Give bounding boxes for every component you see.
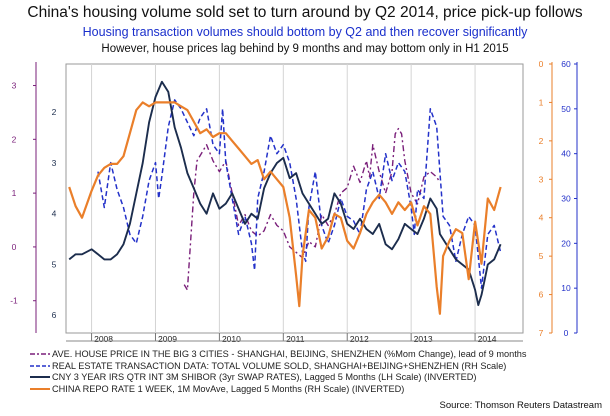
inner-right-tick-label: 1	[539, 97, 544, 107]
chart-subtitle-secondary: However, house prices lag behind by 9 mo…	[101, 43, 509, 55]
plot-frame	[65, 63, 524, 334]
x-tick-label-2011: 2011	[286, 334, 305, 344]
outer-right-tick-label: 10	[561, 283, 571, 293]
outer-left-tick-label: 3	[12, 81, 17, 91]
legend-label-repo-rate: CHINA REPO RATE 1 WEEK, 1M MovAve, Lagge…	[52, 383, 405, 394]
legend-swatch-volume-sold	[30, 364, 50, 367]
inner-right-tick-label: 7	[539, 328, 544, 338]
legend-label-house-price: AVE. HOUSE PRICE IN THE BIG 3 CITIES - S…	[52, 349, 527, 359]
series-lines	[68, 80, 502, 315]
outer-left-tick-label: 1	[12, 188, 17, 198]
x-tick-label-2009: 2009	[158, 334, 177, 344]
x-tick-label-2012: 2012	[350, 334, 369, 344]
outer-left-tick-label: 2	[12, 134, 17, 144]
x-tick-label-2013: 2013	[414, 334, 433, 344]
legend-swatch-house-price	[30, 353, 50, 355]
inner-right-tick-label: 2	[539, 136, 544, 146]
outer-right-tick-label: 50	[561, 104, 571, 114]
series-swap-rates-line	[68, 80, 502, 307]
series-house-price-line	[183, 127, 441, 291]
x-tick-label-2014: 2014	[478, 334, 497, 344]
inner-left-tick-label: 4	[52, 209, 57, 219]
source-note: Source: Thomson Reuters Datastream	[439, 400, 602, 411]
outer-right-tick-label: 40	[561, 149, 571, 159]
outer-right-tick-label: 0	[564, 328, 569, 338]
vertical-gridlines	[91, 64, 476, 333]
inner-left-tick-label: 5	[52, 259, 57, 269]
inner-right-tick-label: 4	[539, 213, 544, 223]
inner-right-tick-label: 3	[539, 174, 544, 184]
inner-left-tick-label: 6	[52, 310, 57, 320]
legend-label-swap-rates: CNY 3 YEAR IRS QTR INT 3M SHIBOR (3yr SW…	[52, 372, 477, 382]
inner-right-tick-label: 6	[539, 290, 544, 300]
chart-title: China's housing volume sold set to turn …	[27, 4, 583, 21]
legend-swatch-swap-rates	[30, 376, 50, 378]
inner-left-tick-label: 2	[52, 107, 57, 117]
outer-right-tick-label: 20	[561, 238, 571, 248]
series-volume-sold-line	[97, 99, 502, 289]
inner-right-tick-label: 5	[539, 251, 544, 261]
x-tick-label-2008: 2008	[94, 334, 113, 344]
legend-swatch-repo-rate	[30, 387, 50, 390]
inner-right-tick-label: 0	[539, 59, 544, 69]
line-chart: 2008 2009 2010 2011 2012 2013 20143210-1234560…	[10, 59, 578, 344]
legend-label-volume-sold: REAL ESTATE TRANSACTION DATA: TOTAL VOLU…	[52, 360, 507, 371]
axes: 2008 2009 2010 2011 2012 2013 20143210-1234560…	[10, 59, 578, 344]
series-repo-rate-line	[68, 101, 502, 315]
inner-left-tick-label: 3	[52, 158, 57, 168]
outer-left-tick-label: -1	[10, 296, 18, 306]
outer-right-tick-label: 30	[561, 194, 571, 204]
outer-left-tick-label: 0	[12, 242, 17, 252]
outer-right-tick-label: 60	[561, 59, 571, 69]
plot-border	[65, 63, 524, 334]
chart-subtitle: Housing transaction volumes should botto…	[82, 25, 528, 39]
x-tick-label-2010: 2010	[222, 334, 241, 344]
